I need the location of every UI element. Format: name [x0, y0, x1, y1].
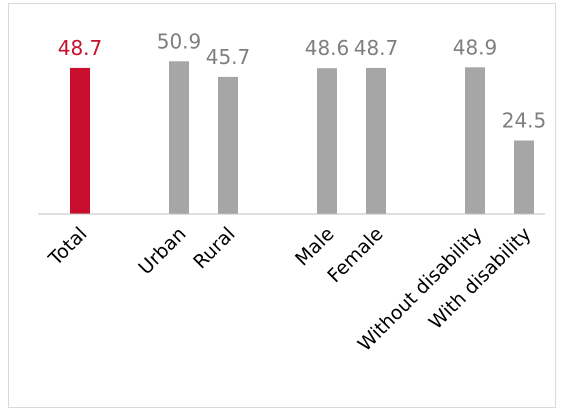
value-label: 48.9 [453, 35, 498, 59]
value-label: 48.6 [305, 36, 350, 60]
bar-female [366, 67, 386, 215]
bar-urban [169, 61, 189, 214]
bar-without-disability [465, 67, 485, 214]
bar-rural [218, 76, 238, 215]
value-label: 24.5 [502, 109, 547, 133]
category-label: Total [44, 223, 92, 271]
category-label: Urban [134, 223, 190, 279]
bar-total [70, 67, 90, 215]
value-label: 48.7 [58, 36, 103, 60]
category-label: Rural [189, 223, 239, 273]
category-label: Female [323, 223, 387, 287]
value-label: 50.9 [157, 29, 202, 53]
value-label: 45.7 [206, 45, 251, 69]
value-label: 48.7 [354, 36, 399, 60]
bar-with-disability [514, 140, 534, 214]
bar-male [317, 68, 337, 214]
chart-frame [8, 3, 556, 408]
